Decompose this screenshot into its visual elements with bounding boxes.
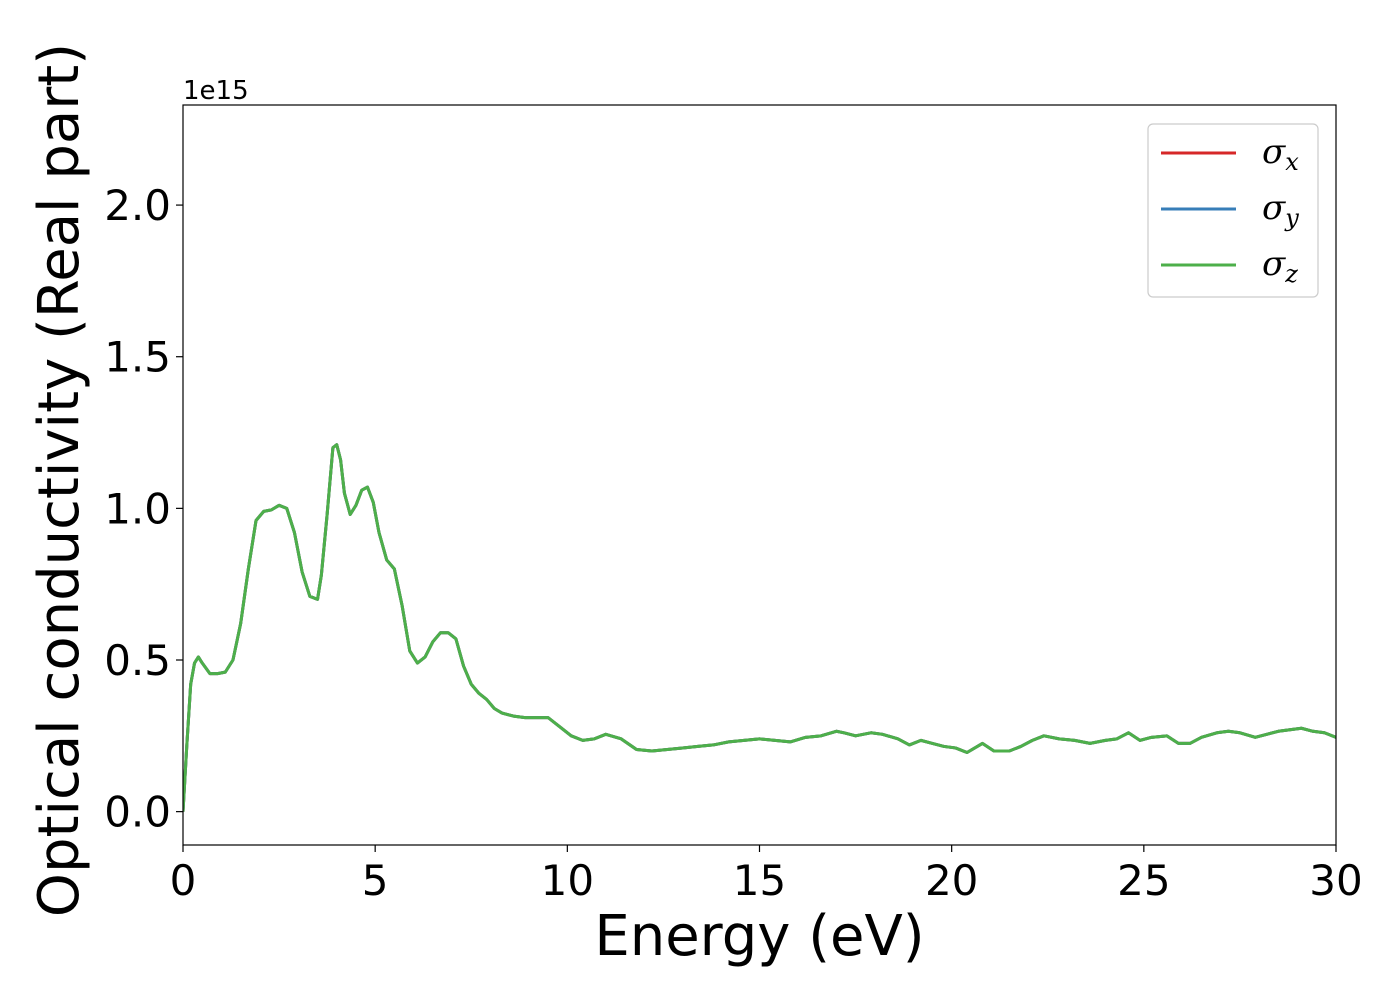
x-tick-label: 30 (1309, 856, 1362, 905)
y-tick-label: 1.0 (104, 484, 171, 533)
series-line-z (183, 443, 1336, 812)
legend-label-y: σy (1262, 188, 1299, 232)
y-tick-label: 1.5 (104, 333, 171, 382)
x-tick-label: 5 (362, 856, 389, 905)
x-tick-label: 25 (1117, 856, 1170, 905)
series-lines (183, 443, 1336, 812)
x-axis: 0 5 10 15 20 25 30 (170, 845, 1363, 905)
x-tick-label: 10 (541, 856, 594, 905)
plot-area (182, 104, 1337, 846)
x-tick-label: 15 (733, 856, 786, 905)
legend-label-x: σx (1262, 132, 1299, 176)
y-offset-label: 1e15 (183, 76, 249, 106)
y-axis: 0.0 0.5 1.0 1.5 2.0 (104, 181, 183, 837)
y-tick-label: 2.0 (104, 181, 171, 230)
y-tick-label: 0.0 (104, 788, 171, 837)
y-tick-label: 0.5 (104, 636, 171, 685)
x-axis-label: Energy (eV) (594, 904, 924, 969)
x-tick-label: 0 (170, 856, 197, 905)
y-axis-label: Optical conductivity (Real part) (27, 43, 92, 917)
x-tick-label: 20 (925, 856, 978, 905)
